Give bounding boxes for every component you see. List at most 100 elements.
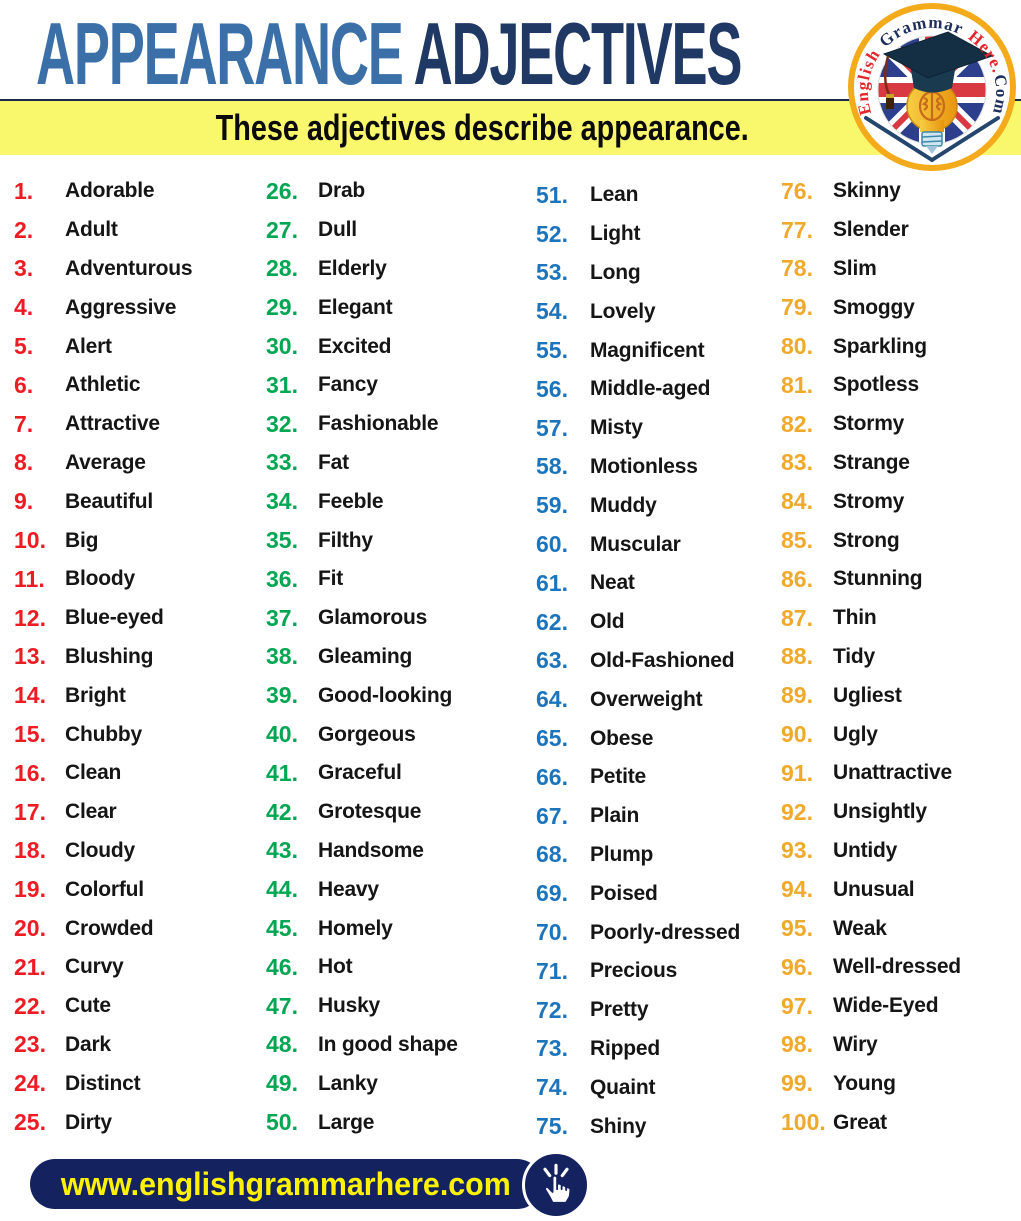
list-item: 76. Skinny xyxy=(781,172,1021,211)
list-item: 62. Old xyxy=(536,603,788,642)
item-number: 91. xyxy=(781,759,813,786)
item-word: Good-looking xyxy=(318,683,453,707)
item-word: Lanky xyxy=(318,1071,378,1095)
item-word: Blushing xyxy=(65,644,154,668)
item-word: Dark xyxy=(65,1032,111,1056)
item-word: Stormy xyxy=(833,412,905,436)
item-number: 72. xyxy=(536,996,568,1023)
item-word: Well-dressed xyxy=(833,955,961,979)
item-number: 18. xyxy=(14,837,46,864)
list-item: 80. Sparkling xyxy=(781,327,1021,366)
hand-pointer-icon xyxy=(543,1163,570,1202)
item-word: Aggressive xyxy=(65,295,177,319)
item-word: Obese xyxy=(590,726,654,750)
item-number: 86. xyxy=(781,565,813,592)
list-item: 85. Strong xyxy=(781,521,1021,560)
item-word: Drab xyxy=(318,179,366,203)
item-number: 36. xyxy=(266,565,298,592)
website-url: www.englishgrammarhere.com xyxy=(61,1166,511,1202)
item-number: 21. xyxy=(14,953,46,980)
item-word: Graceful xyxy=(318,761,402,785)
column-2: 26. Drab 27. Dull 28. Elderly 29. Elegant 30. Exc… xyxy=(266,172,518,1142)
item-number: 28. xyxy=(266,255,298,282)
list-item: 54. Lovely xyxy=(536,292,788,331)
list-item: 91. Unattractive xyxy=(781,754,1021,793)
list-item: 66. Petite xyxy=(536,758,788,797)
list-item: 19. Colorful xyxy=(14,870,266,909)
item-number: 62. xyxy=(536,608,568,635)
item-word: Sparkling xyxy=(833,334,927,358)
item-number: 50. xyxy=(266,1109,298,1136)
item-word: Weak xyxy=(833,916,887,940)
item-word: Fit xyxy=(318,567,344,591)
item-word: Alert xyxy=(65,334,112,358)
list-item: 67. Plain xyxy=(536,797,788,836)
item-number: 6. xyxy=(14,371,34,398)
item-number: 98. xyxy=(781,1031,813,1058)
item-number: 59. xyxy=(536,492,568,519)
item-word: Clear xyxy=(65,800,117,824)
item-word: Bloody xyxy=(65,567,135,591)
list-item: 92. Unsightly xyxy=(781,793,1021,832)
list-item: 97. Wide-Eyed xyxy=(781,987,1021,1026)
item-word: Plump xyxy=(590,842,654,866)
item-number: 9. xyxy=(14,488,34,515)
item-word: Grotesque xyxy=(318,800,422,824)
item-number: 99. xyxy=(781,1070,813,1097)
list-item: 26. Drab xyxy=(266,172,518,211)
item-number: 70. xyxy=(536,919,568,946)
item-number: 96. xyxy=(781,953,813,980)
item-number: 23. xyxy=(14,1031,46,1058)
item-word: Excited xyxy=(318,334,392,358)
item-word: Gleaming xyxy=(318,644,413,668)
list-item: 12. Blue-eyed xyxy=(14,599,266,638)
list-item: 39. Good-looking xyxy=(266,676,518,715)
item-word: Old xyxy=(590,610,625,634)
list-item: 59. Muddy xyxy=(536,486,788,525)
item-word: Unusual xyxy=(833,877,915,901)
item-number: 38. xyxy=(266,643,298,670)
title-word-adjectives: ADJECTIVES xyxy=(413,4,743,103)
list-item: 70. Poorly-dressed xyxy=(536,913,788,952)
list-item: 56. Middle-aged xyxy=(536,370,788,409)
item-number: 92. xyxy=(781,798,813,825)
list-item: 15. Chubby xyxy=(14,715,266,754)
item-number: 90. xyxy=(781,721,813,748)
item-word: Smoggy xyxy=(833,295,915,319)
item-number: 51. xyxy=(536,181,568,208)
item-word: Spotless xyxy=(833,373,919,397)
item-word: Shiny xyxy=(590,1114,647,1138)
item-word: Muscular xyxy=(590,532,681,556)
website-link-button[interactable]: www.englishgrammarhere.com xyxy=(30,1159,542,1209)
item-word: Old-Fashioned xyxy=(590,648,735,672)
list-item: 22. Cute xyxy=(14,987,266,1026)
item-number: 8. xyxy=(14,449,34,476)
item-number: 45. xyxy=(266,915,298,942)
list-item: 68. Plump xyxy=(536,836,788,875)
list-item: 21. Curvy xyxy=(14,948,266,987)
item-word: Pretty xyxy=(590,998,649,1022)
item-number: 22. xyxy=(14,992,46,1019)
item-word: Adventurous xyxy=(65,256,193,280)
list-item: 84. Stromy xyxy=(781,482,1021,521)
list-item: 93. Untidy xyxy=(781,832,1021,871)
item-number: 2. xyxy=(14,216,34,243)
item-number: 82. xyxy=(781,410,813,437)
list-item: 46. Hot xyxy=(266,948,518,987)
item-number: 27. xyxy=(266,216,298,243)
list-item: 78. Slim xyxy=(781,250,1021,289)
item-word: Filthy xyxy=(318,528,373,552)
item-number: 26. xyxy=(266,177,298,204)
list-item: 53. Long xyxy=(536,254,788,293)
item-word: Skinny xyxy=(833,179,901,203)
subtitle-text: These adjectives describe appearance. xyxy=(215,107,750,148)
list-item: 23. Dark xyxy=(14,1026,266,1065)
item-number: 33. xyxy=(266,449,298,476)
item-number: 34. xyxy=(266,488,298,515)
item-word: Fat xyxy=(318,450,349,474)
item-number: 69. xyxy=(536,880,568,907)
item-word: Chubby xyxy=(65,722,142,746)
item-number: 81. xyxy=(781,371,813,398)
list-item: 27. Dull xyxy=(266,211,518,250)
item-word: Bright xyxy=(65,683,126,707)
